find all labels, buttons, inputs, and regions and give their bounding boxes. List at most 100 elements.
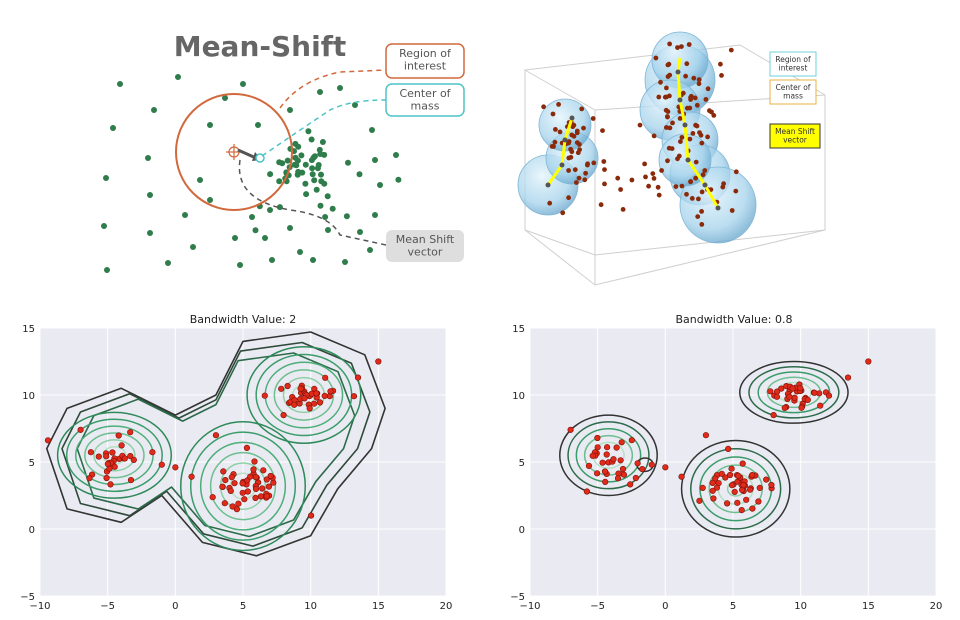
mean-shift-2d-diagram: Mean-Shift Region of interest Center of ma…	[101, 30, 465, 273]
data-point	[656, 192, 662, 198]
data-point	[728, 47, 734, 53]
data-point	[291, 161, 298, 168]
vector-legend-box	[769, 123, 821, 149]
data-point	[145, 155, 151, 161]
data-point	[375, 358, 382, 365]
data-point	[729, 208, 735, 213]
data-point	[728, 465, 735, 472]
data-point	[252, 494, 259, 501]
data-point	[377, 182, 383, 188]
x-tick-label: 15	[862, 601, 875, 612]
x-tick-label: −10	[29, 601, 50, 612]
data-point	[261, 392, 268, 399]
data-point	[740, 482, 747, 489]
data-point	[188, 473, 195, 480]
data-point	[270, 479, 277, 486]
contour-line	[575, 428, 642, 483]
data-point	[667, 125, 673, 131]
data-point	[121, 455, 128, 462]
data-point	[646, 183, 651, 189]
data-point	[642, 161, 647, 167]
data-point	[718, 61, 723, 67]
data-point	[557, 129, 563, 135]
data-point	[109, 449, 116, 456]
data-points	[101, 74, 402, 273]
data-point	[259, 485, 266, 492]
data-point	[287, 225, 293, 231]
data-point	[702, 432, 710, 439]
contour-line	[748, 365, 840, 419]
data-point	[337, 85, 343, 91]
data-point	[768, 481, 775, 489]
data-point	[739, 460, 746, 467]
data-point	[722, 474, 729, 481]
data-point	[343, 213, 350, 220]
data-point	[699, 209, 704, 214]
data-point	[222, 477, 229, 484]
data-point	[658, 79, 663, 85]
data-point	[262, 235, 268, 241]
data-point	[299, 169, 306, 176]
data-point	[104, 460, 111, 468]
data-point	[158, 461, 165, 468]
data-point	[696, 81, 702, 87]
data-point	[825, 392, 833, 399]
data-point	[263, 476, 270, 483]
x-tick-label: 5	[240, 601, 246, 612]
data-point	[369, 127, 375, 133]
data-point	[574, 180, 579, 185]
data-point	[298, 152, 305, 159]
data-point	[267, 207, 273, 213]
data-point	[656, 94, 662, 100]
data-point	[151, 107, 157, 113]
data-point	[566, 168, 571, 173]
data-point	[317, 89, 323, 95]
data-point	[719, 73, 724, 78]
data-point	[322, 374, 329, 381]
x-tick-label: 10	[794, 601, 807, 612]
data-point	[773, 393, 781, 400]
data-point	[743, 496, 750, 503]
data-point	[579, 106, 585, 112]
data-point	[345, 159, 351, 166]
data-point	[798, 404, 805, 411]
data-point	[321, 392, 328, 399]
data-point	[702, 168, 708, 173]
contour-line	[246, 346, 362, 444]
data-point	[738, 507, 745, 514]
region-legend-box	[769, 51, 817, 77]
data-point	[747, 486, 754, 493]
region-label: Region of interest	[399, 47, 452, 73]
data-point	[104, 267, 110, 273]
data-point	[308, 157, 315, 164]
data-point	[582, 177, 588, 183]
data-point	[665, 114, 670, 119]
data-point	[292, 154, 299, 161]
data-point	[756, 484, 763, 491]
data-point	[684, 105, 690, 111]
data-point	[247, 473, 254, 480]
data-point	[699, 222, 705, 227]
data-point	[774, 388, 781, 395]
data-point	[209, 494, 216, 501]
data-point	[585, 462, 593, 469]
data-point	[577, 142, 582, 147]
data-point	[172, 464, 179, 471]
data-point	[541, 104, 546, 110]
data-point	[252, 474, 259, 481]
data-point	[267, 171, 274, 178]
data-point	[667, 41, 672, 47]
region-of-interest-circle	[175, 93, 293, 211]
data-point	[705, 134, 710, 140]
data-point	[705, 86, 711, 92]
contour-line	[209, 451, 277, 521]
data-point	[567, 426, 574, 433]
x-tick-label: −5	[590, 601, 605, 612]
data-point	[576, 175, 582, 181]
data-point	[395, 176, 402, 183]
data-point	[255, 122, 261, 128]
data-point	[617, 457, 624, 464]
chart-title: Bandwidth Value: 2	[190, 313, 296, 326]
data-point	[755, 498, 762, 505]
data-point	[263, 493, 270, 500]
